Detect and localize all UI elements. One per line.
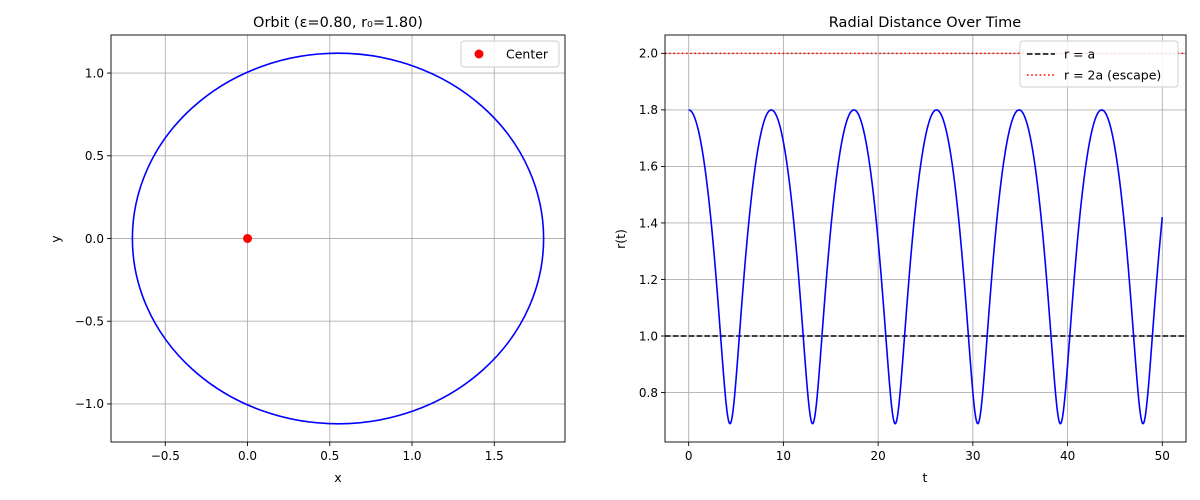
radial-legend: r = a r = 2a (escape): [1019, 40, 1179, 88]
orbit-y-axis-label: y: [48, 235, 63, 243]
radial-x-tick-label: 0: [685, 449, 693, 463]
orbit-y-tick-label: −1.0: [75, 397, 104, 411]
radial-y-ticks: 0.8 1.0 1.2 1.4 1.6 1.8 2.0: [639, 47, 665, 400]
radial-distance-curve: [688, 109, 1164, 425]
legend-r-a-label: r = a: [1064, 47, 1095, 62]
radial-axes-frame: [664, 34, 1187, 443]
radial-x-tick-label: 30: [965, 449, 980, 463]
legend-escape-label: r = 2a (escape): [1064, 68, 1161, 83]
orbit-legend: Center: [460, 40, 560, 68]
radial-x-axis-label: t: [923, 470, 928, 485]
orbit-grid: [111, 35, 565, 442]
radial-legend-box: [1019, 40, 1179, 88]
radial-x-tick-label: 40: [1060, 449, 1075, 463]
radial-series: [665, 52, 1186, 425]
radial-chart-title: Radial Distance Over Time: [829, 15, 1021, 31]
radial-y-tick-label: 2.0: [639, 47, 658, 61]
radial-y-tick-label: 0.8: [639, 386, 658, 400]
orbit-x-tick-label: 1.0: [402, 449, 421, 463]
center-point: [243, 234, 253, 243]
orbit-x-tick-label: 0.0: [238, 449, 257, 463]
radial-y-tick-label: 1.8: [639, 103, 658, 117]
orbit-path: [131, 52, 545, 425]
radial-y-tick-label: 1.4: [639, 216, 658, 230]
radial-y-tick-label: 1.2: [639, 273, 658, 287]
orbit-series: [131, 52, 545, 425]
orbit-x-tick-label: 1.5: [485, 449, 504, 463]
orbit-x-axis-label: x: [334, 470, 341, 485]
radial-chart: Radial Distance Over Time 0 10 20 30 40 50 0.…: [613, 15, 1187, 485]
radial-x-tick-label: 50: [1155, 449, 1170, 463]
orbit-x-tick-label: −0.5: [151, 449, 180, 463]
orbit-y-tick-label: −0.5: [75, 315, 104, 329]
radial-y-tick-label: 1.0: [639, 329, 658, 343]
radial-y-tick-label: 1.6: [639, 160, 658, 174]
orbit-x-ticks: −0.5 0.0 0.5 1.0 1.5: [151, 442, 504, 463]
legend-center-label: Center: [506, 47, 549, 62]
radial-grid: [665, 35, 1186, 442]
radial-y-axis-label: r(t): [613, 229, 628, 249]
orbit-y-ticks: −1.0 −0.5 0.0 0.5 1.0: [75, 66, 111, 411]
orbit-chart: Orbit (ε=0.80, r₀=1.80) −0.5 0.0 0.5 1.0 1.5…: [48, 15, 566, 485]
orbit-x-tick-label: 0.5: [320, 449, 339, 463]
radial-x-tick-label: 20: [870, 449, 885, 463]
orbit-y-tick-label: 0.0: [85, 232, 104, 246]
radial-x-tick-label: 10: [776, 449, 791, 463]
orbit-chart-title: Orbit (ε=0.80, r₀=1.80): [253, 15, 423, 31]
orbit-y-tick-label: 0.5: [85, 149, 104, 163]
radial-x-ticks: 0 10 20 30 40 50: [685, 442, 1170, 463]
legend-center-marker: [474, 49, 484, 59]
orbit-y-tick-label: 1.0: [85, 66, 104, 80]
orbit-legend-box: [460, 40, 560, 68]
